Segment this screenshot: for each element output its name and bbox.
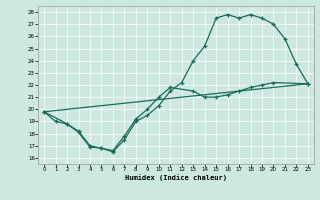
X-axis label: Humidex (Indice chaleur): Humidex (Indice chaleur) (125, 175, 227, 181)
